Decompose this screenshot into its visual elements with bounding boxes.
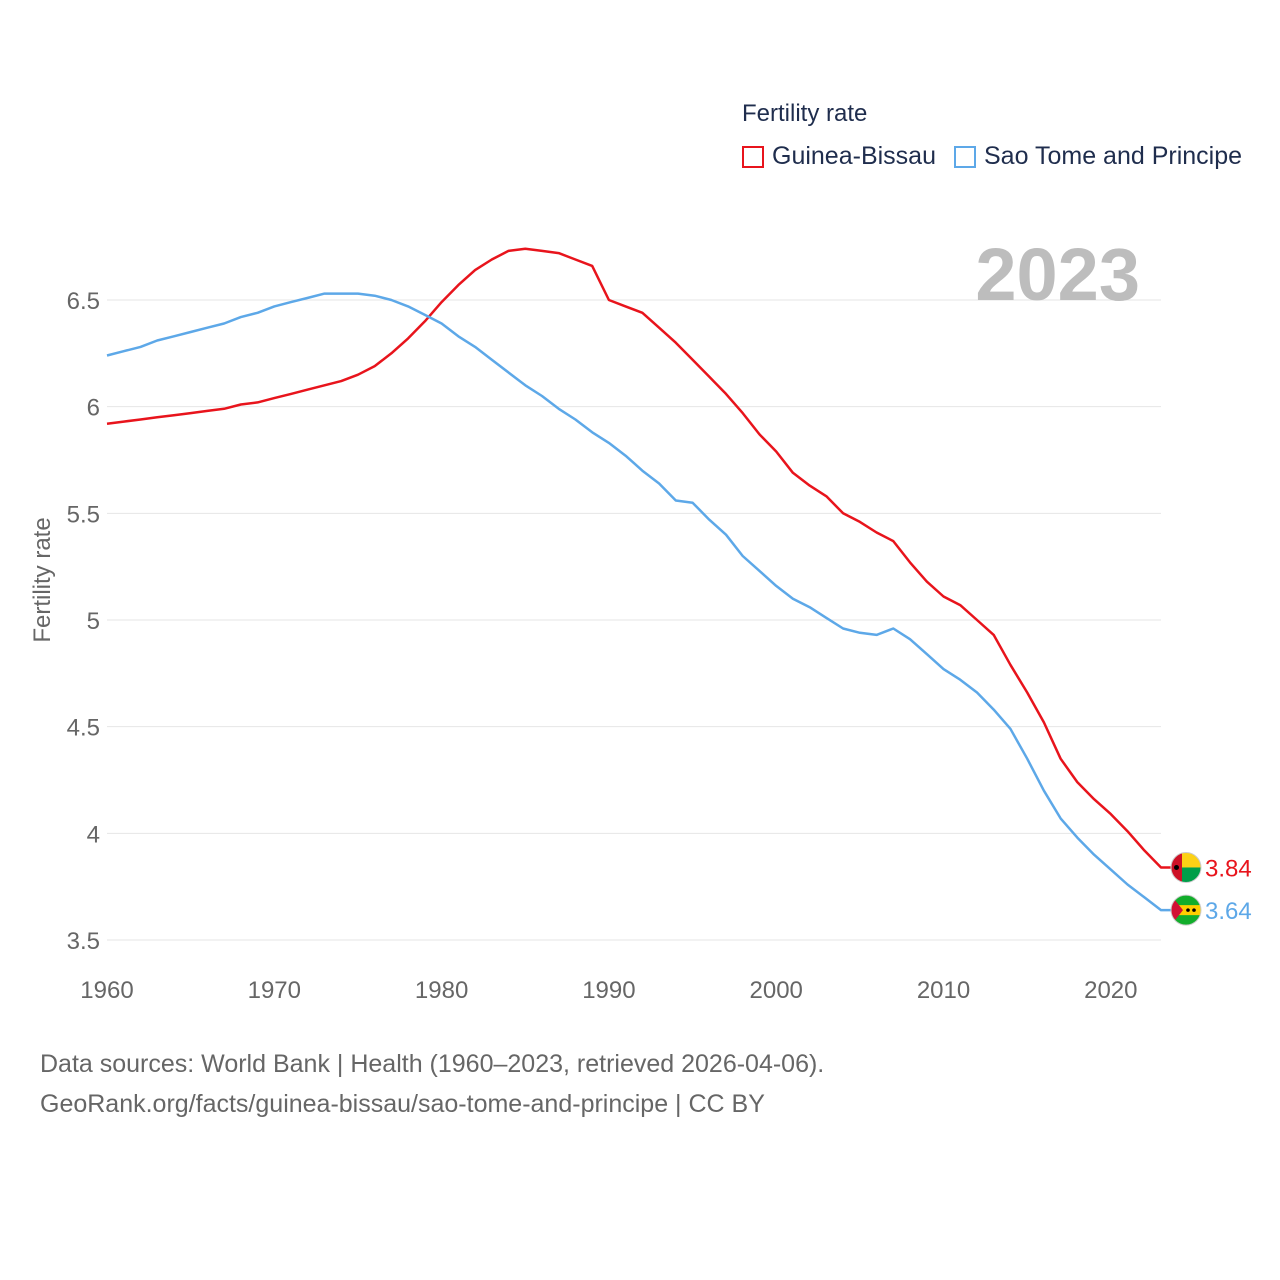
x-tick-label: 2010: [917, 977, 970, 1004]
footer-link[interactable]: GeoRank.org/facts/guinea-bissau/sao-tome…: [40, 1090, 765, 1118]
guinea-bissau-flag-icon: [1170, 851, 1202, 883]
x-axis-ticks: 1960 1970 1980 1990 2000 2010 2020: [80, 977, 1137, 1004]
legend-swatch-guinea-bissau: [742, 145, 764, 168]
end-markers: 3.84 3.64: [1170, 851, 1252, 926]
legend-label-sao-tome-and-principe: Sao Tome and Principe: [983, 142, 1243, 170]
y-tick-label: 4.5: [67, 715, 100, 742]
y-tick-label: 5.5: [67, 501, 100, 528]
y-tick-label: 6: [87, 395, 100, 422]
legend: Guinea-Bissau Sao Tome and Principe: [742, 142, 1260, 171]
y-axis-label: Fertility rate: [29, 517, 56, 642]
x-tick-label: 2020: [1084, 977, 1137, 1004]
y-tick-label: 6.5: [67, 288, 100, 315]
y-tick-label: 4: [87, 821, 100, 848]
y-tick-label: 5: [87, 608, 100, 635]
end-value-label: 3.84: [1205, 855, 1252, 882]
legend-item-sao-tome-and-principe[interactable]: Sao Tome and Principe: [953, 142, 1243, 171]
footer-sources: Data sources: World Bank | Health (1960–…: [40, 1050, 825, 1078]
y-axis-ticks: 3.5 4 4.5 5 5.5 6 6.5: [67, 288, 100, 955]
x-tick-label: 1980: [415, 977, 468, 1004]
footer: Data sources: World Bank | Health (1960–…: [40, 1044, 824, 1124]
x-tick-label: 1990: [582, 977, 635, 1004]
chart-grid: [107, 299, 1161, 941]
legend-item-guinea-bissau[interactable]: Guinea-Bissau: [742, 142, 936, 171]
year-display: 2023: [975, 233, 1140, 316]
x-tick-label: 1970: [248, 977, 301, 1004]
chart-series: [106, 247, 1171, 912]
series-line-sao-tome-and-principe: [106, 292, 1171, 912]
x-tick-label: 1960: [80, 977, 133, 1004]
legend-title: Fertility rate: [742, 100, 868, 127]
end-value-label: 3.64: [1205, 898, 1252, 925]
y-tick-label: 3.5: [67, 928, 100, 955]
legend-label-guinea-bissau: Guinea-Bissau: [772, 142, 936, 170]
sao-tome-and-principe-flag-icon: [1170, 894, 1202, 926]
series-line-guinea-bissau: [106, 247, 1171, 869]
x-tick-label: 2000: [750, 977, 803, 1004]
legend-swatch-sao-tome-and-principe: [953, 145, 976, 168]
